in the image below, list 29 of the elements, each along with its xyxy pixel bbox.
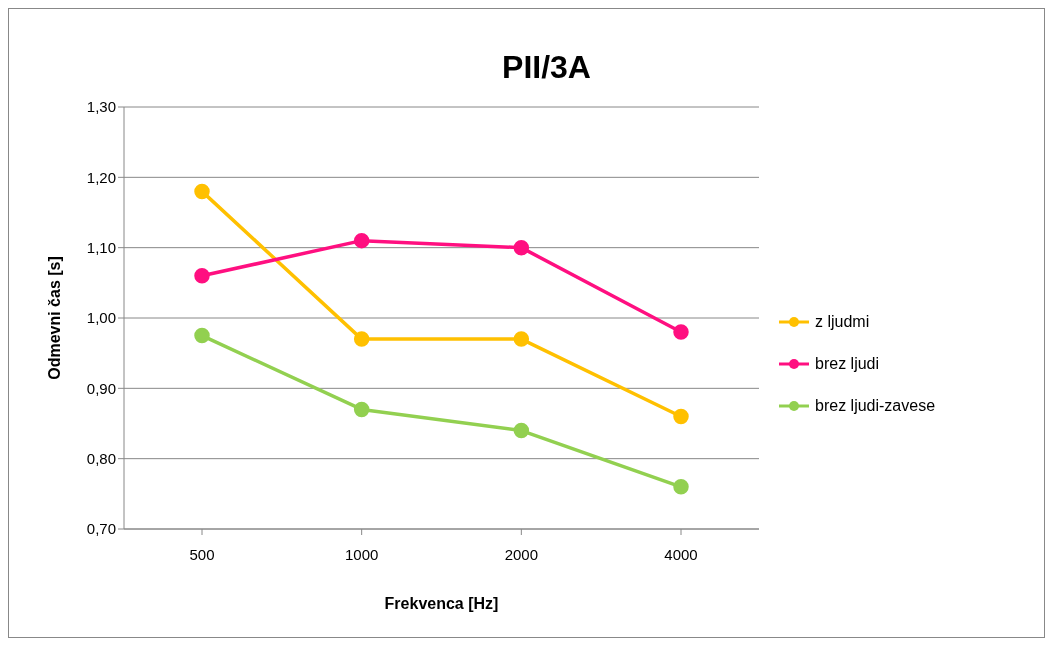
point bbox=[353, 401, 370, 418]
x-tick-label: 4000 bbox=[664, 545, 698, 563]
point bbox=[513, 239, 530, 256]
point bbox=[673, 324, 689, 340]
y-tick-label: 1,10 bbox=[86, 238, 116, 256]
y-tick-label: 1,20 bbox=[86, 168, 116, 186]
y-tick-label: 1,30 bbox=[86, 98, 116, 116]
y-tick-label: 1,00 bbox=[86, 309, 116, 327]
x-tick-label: 2000 bbox=[504, 545, 539, 563]
point bbox=[194, 327, 210, 344]
y-axis-title: Odmevni čas [s] bbox=[45, 256, 63, 380]
y-tick-label: 0,70 bbox=[86, 520, 116, 538]
legend-label: z ljudmi bbox=[815, 313, 870, 331]
legend-label: brez ljudi bbox=[815, 355, 880, 373]
point bbox=[194, 183, 210, 200]
x-tick-label: 500 bbox=[189, 545, 215, 563]
y-tick-label: 0,90 bbox=[86, 379, 116, 397]
point bbox=[353, 232, 370, 249]
point bbox=[194, 268, 210, 284]
point bbox=[673, 408, 689, 425]
legend-label: brez ljudi-zavese bbox=[815, 397, 936, 415]
x-axis-title: Frekvenca [Hz] bbox=[384, 595, 499, 612]
y-tick-label: 0,80 bbox=[86, 449, 116, 467]
point bbox=[673, 479, 689, 495]
point bbox=[513, 422, 530, 439]
x-tick-label: 1000 bbox=[344, 545, 379, 563]
point bbox=[353, 331, 370, 347]
chart-title: PII/3A bbox=[501, 49, 592, 87]
point bbox=[513, 331, 530, 347]
